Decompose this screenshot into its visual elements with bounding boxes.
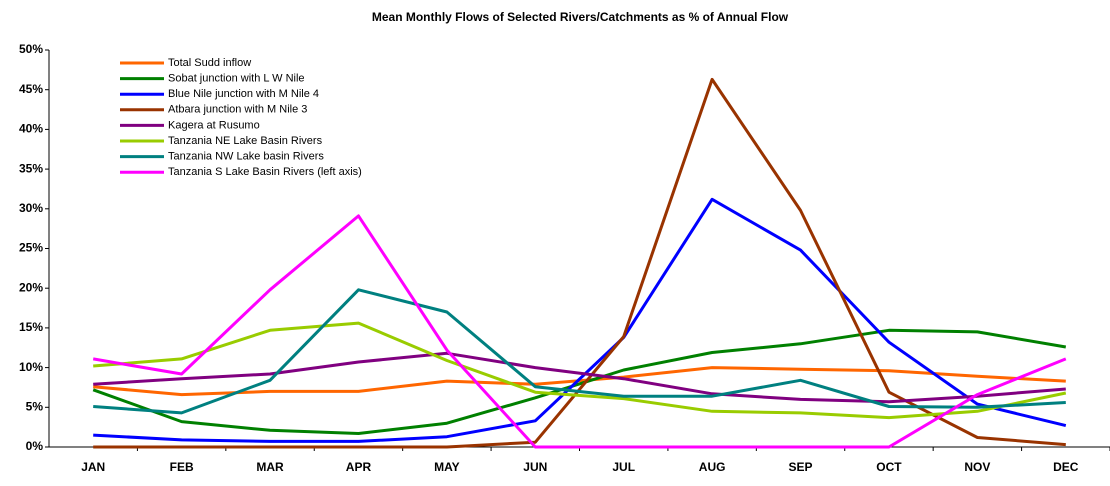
legend-label: Total Sudd inflow xyxy=(168,57,251,69)
x-tick-label: MAY xyxy=(434,460,460,474)
legend-label: Kagera at Rusumo xyxy=(168,119,260,131)
y-tick-label: 10% xyxy=(19,360,43,374)
y-tick-label: 0% xyxy=(26,439,44,453)
y-tick-label: 25% xyxy=(19,241,43,255)
series-line xyxy=(93,197,1067,443)
legend-label: Sobat junction with L W Nile xyxy=(168,73,305,85)
x-tick-label: AUG xyxy=(699,460,726,474)
x-tick-label: FEB xyxy=(170,460,194,474)
x-tick-label: SEP xyxy=(789,460,813,474)
x-tick-label: JAN xyxy=(81,460,105,474)
x-tick-label: MAR xyxy=(256,460,284,474)
legend-label: Tanzania NE Lake Basin Rivers xyxy=(168,135,323,147)
y-tick-label: 35% xyxy=(19,161,43,175)
y-tick-label: 45% xyxy=(19,82,43,96)
x-tick-label: JUL xyxy=(612,460,635,474)
y-tick-label: 30% xyxy=(19,201,43,215)
legend-label: Atbara junction with M Nile 3 xyxy=(168,104,307,116)
x-tick-label: NOV xyxy=(964,460,990,474)
x-tick-label: DEC xyxy=(1053,460,1079,474)
legend-label: Tanzania S Lake Basin Rivers (left axis) xyxy=(168,166,362,178)
series-line xyxy=(93,288,1066,415)
legend-label: Blue Nile junction with M Nile 4 xyxy=(168,88,319,100)
x-tick-label: JUN xyxy=(523,460,547,474)
y-tick-label: 40% xyxy=(19,122,43,136)
chart-title: Mean Monthly Flows of Selected Rivers/Ca… xyxy=(372,10,789,24)
y-tick-label: 20% xyxy=(19,280,43,294)
x-tick-label: APR xyxy=(346,460,372,474)
series-line xyxy=(93,351,1066,404)
y-tick-label: 15% xyxy=(19,320,43,334)
legend-label: Tanzania NW Lake basin Rivers xyxy=(168,151,324,163)
series-line xyxy=(93,321,1067,420)
x-tick-label: OCT xyxy=(876,460,902,474)
series-line xyxy=(92,328,1067,435)
y-tick-label: 50% xyxy=(19,42,43,56)
series-line xyxy=(92,214,1067,449)
y-tick-label: 5% xyxy=(26,399,44,413)
